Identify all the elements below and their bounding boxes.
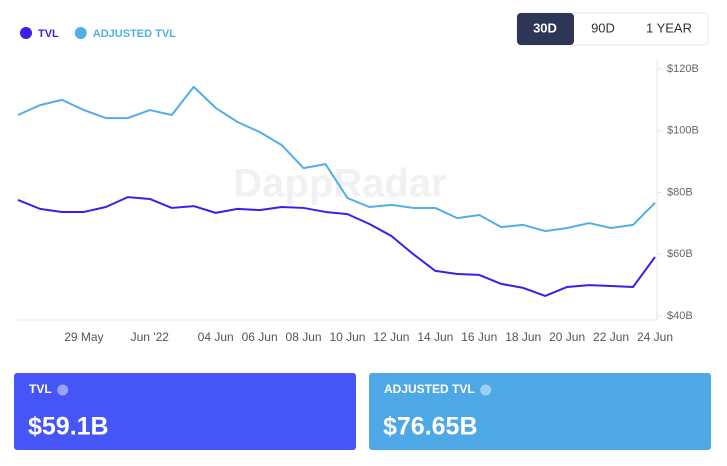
x-tick-label: 12 Jun	[373, 330, 409, 344]
x-tick-label: 14 Jun	[417, 330, 453, 344]
series-line	[17, 196, 656, 297]
x-tick-label: 22 Jun	[593, 330, 629, 344]
x-tick-label: 08 Jun	[286, 330, 322, 344]
x-tick-label: 29 May	[64, 330, 103, 344]
x-tick-label: 24 Jun	[637, 330, 673, 344]
series-line	[17, 85, 656, 233]
y-tick-label: $120B	[667, 63, 699, 75]
x-tick-label: 16 Jun	[461, 330, 497, 344]
x-tick-label: 06 Jun	[242, 330, 278, 344]
range-button[interactable]: 1 YEAR	[646, 20, 692, 35]
legend-marker	[74, 27, 87, 39]
y-tick-label: $60B	[667, 248, 693, 260]
card-value: $59.1B	[28, 413, 109, 441]
range-button[interactable]: 30D	[533, 20, 557, 35]
y-tick-label: $100B	[667, 125, 699, 137]
x-tick-label: Jun '22	[131, 330, 170, 344]
y-tick-label: $80B	[667, 186, 693, 198]
x-tick-label: 18 Jun	[505, 330, 541, 344]
x-tick-label: 20 Jun	[549, 330, 585, 344]
x-tick-label: 10 Jun	[329, 330, 365, 344]
watermark: DappRadar	[233, 162, 446, 206]
x-tick-label: 04 Jun	[198, 330, 234, 344]
stat-card	[369, 373, 711, 450]
card-value: $76.65B	[383, 413, 478, 441]
help-icon	[57, 384, 69, 396]
card-label: ADJUSTED TVL	[384, 382, 475, 396]
stat-card	[14, 373, 356, 450]
legend-marker	[20, 27, 32, 39]
y-tick-label: $40B	[667, 310, 693, 322]
range-button[interactable]: 90D	[591, 20, 615, 35]
card-label: TVL	[29, 382, 52, 396]
help-icon	[480, 384, 492, 396]
legend-label: TVL	[38, 28, 59, 40]
active-button	[517, 13, 574, 45]
legend-label: ADJUSTED TVL	[93, 28, 176, 40]
